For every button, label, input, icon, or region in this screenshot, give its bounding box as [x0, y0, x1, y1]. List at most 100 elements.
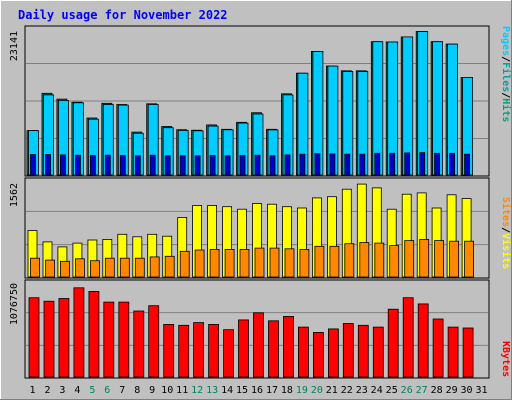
x-tick-label: 10: [161, 385, 173, 396]
legend-separator: /: [500, 92, 511, 98]
legend-sites: Sites: [500, 197, 512, 227]
pages-bar: [164, 155, 171, 176]
sites-bar: [374, 242, 385, 278]
kbytes-bar: [387, 308, 399, 378]
pages-bar: [359, 153, 366, 176]
legend-hits-files-pages: Pages/Files/Hits: [500, 26, 512, 122]
x-tick-label: 12: [191, 385, 203, 396]
kbytes-bar: [342, 323, 354, 378]
x-tick-label: 20: [311, 385, 323, 396]
pages-bar: [224, 155, 231, 176]
sites-bar: [90, 260, 100, 278]
sites-visits-panel: [24, 177, 490, 279]
sites-bar: [149, 256, 160, 278]
pages-bar: [209, 155, 216, 176]
x-tick-label: 3: [59, 385, 65, 396]
sites-bar: [449, 240, 460, 278]
kbytes-bar: [253, 312, 264, 378]
kbytes-bar: [297, 326, 309, 378]
x-tick-label: 14: [221, 385, 233, 396]
x-tick-label: 31: [475, 385, 487, 396]
sites-bar: [329, 245, 340, 278]
sites-bar: [254, 247, 265, 278]
sites-bar: [434, 240, 445, 278]
legend-separator: /: [500, 56, 511, 62]
legend-sites-visits: Sites/Visits: [500, 197, 512, 269]
kbytes-bar: [43, 300, 55, 378]
sites-bar: [60, 260, 70, 278]
sites-bar: [314, 245, 325, 278]
pages-bar: [299, 153, 306, 176]
legend-pages: Pages: [500, 26, 511, 56]
ymax-label-visits: 1562: [9, 183, 20, 207]
legend-hits: Hits: [500, 98, 512, 122]
x-tick-label: 22: [341, 385, 353, 396]
kbytes-bar: [357, 324, 369, 378]
pages-bar: [45, 154, 51, 176]
x-tick-label: 30: [460, 385, 472, 396]
sites-bar: [239, 248, 250, 278]
kbytes-bar: [447, 326, 459, 378]
pages-bar: [119, 155, 126, 176]
kbytes-bar: [327, 328, 339, 378]
x-tick-label: 23: [356, 385, 368, 396]
kbytes-bar: [103, 301, 115, 378]
sites-bar: [389, 245, 400, 278]
legend-files: Files: [500, 62, 512, 92]
pages-bar: [344, 153, 351, 176]
pages-bar: [419, 152, 426, 176]
kbytes-bar: [28, 297, 40, 378]
pages-bar: [314, 153, 321, 176]
pages-bar: [284, 154, 291, 176]
x-tick-label: 18: [281, 385, 293, 396]
x-tick-label: 28: [431, 385, 443, 396]
kbytes-bar: [223, 329, 235, 378]
kbytes-bar: [88, 290, 100, 378]
kbytes-bar: [73, 287, 85, 378]
x-tick-label: 9: [149, 385, 155, 396]
kbytes-panel: [24, 279, 490, 379]
sites-bar: [75, 258, 85, 278]
sites-bar: [45, 259, 55, 278]
x-tick-label: 1: [29, 385, 35, 396]
sites-bar: [269, 247, 280, 278]
sites-bar: [299, 248, 310, 278]
sites-bar: [134, 257, 145, 278]
kbytes-bar: [193, 322, 205, 378]
sites-bar: [164, 255, 175, 278]
kbytes-bar: [208, 323, 220, 378]
kbytes-bar: [417, 303, 429, 378]
pages-bar: [404, 152, 411, 176]
legend-text: KBytes: [500, 341, 511, 377]
pages-bar: [254, 154, 261, 176]
pages-bar: [239, 155, 246, 176]
ymax-label-kbytes: 1076750: [9, 283, 20, 325]
x-tick-label: 16: [251, 385, 263, 396]
kbytes-bar: [462, 327, 474, 378]
pages-bar: [389, 152, 396, 176]
kbytes-bar: [148, 305, 160, 378]
pages-bar: [434, 152, 441, 176]
legend-text: Pages/Files/Hits: [500, 26, 512, 122]
x-tick-label: 24: [371, 385, 383, 396]
x-tick-label: 8: [134, 385, 140, 396]
x-axis-day-labels: 1 2 3 4 5 6 7 8 9 10 11 12 13 14 15 16 17 18 19 20 21 22 23 24 2…: [29, 385, 487, 396]
sites-bar: [104, 257, 115, 278]
legend-kbytes: KBytes: [500, 341, 511, 377]
kbytes-bar: [58, 298, 70, 378]
pages-bar: [90, 155, 96, 176]
kbytes-bar: [372, 326, 384, 378]
x-tick-label: 21: [326, 385, 338, 396]
sites-bar: [224, 248, 235, 278]
legend-kbytes: KBytes: [500, 341, 511, 377]
pages-bar: [134, 155, 141, 176]
x-tick-label: 26: [401, 385, 413, 396]
x-tick-label: 7: [119, 385, 125, 396]
pages-bar: [30, 154, 36, 176]
x-tick-label: 2: [44, 385, 50, 396]
sites-bar: [464, 240, 475, 278]
x-tick-label: 15: [236, 385, 248, 396]
sites-bar: [179, 250, 190, 278]
pages-bar: [194, 155, 201, 176]
